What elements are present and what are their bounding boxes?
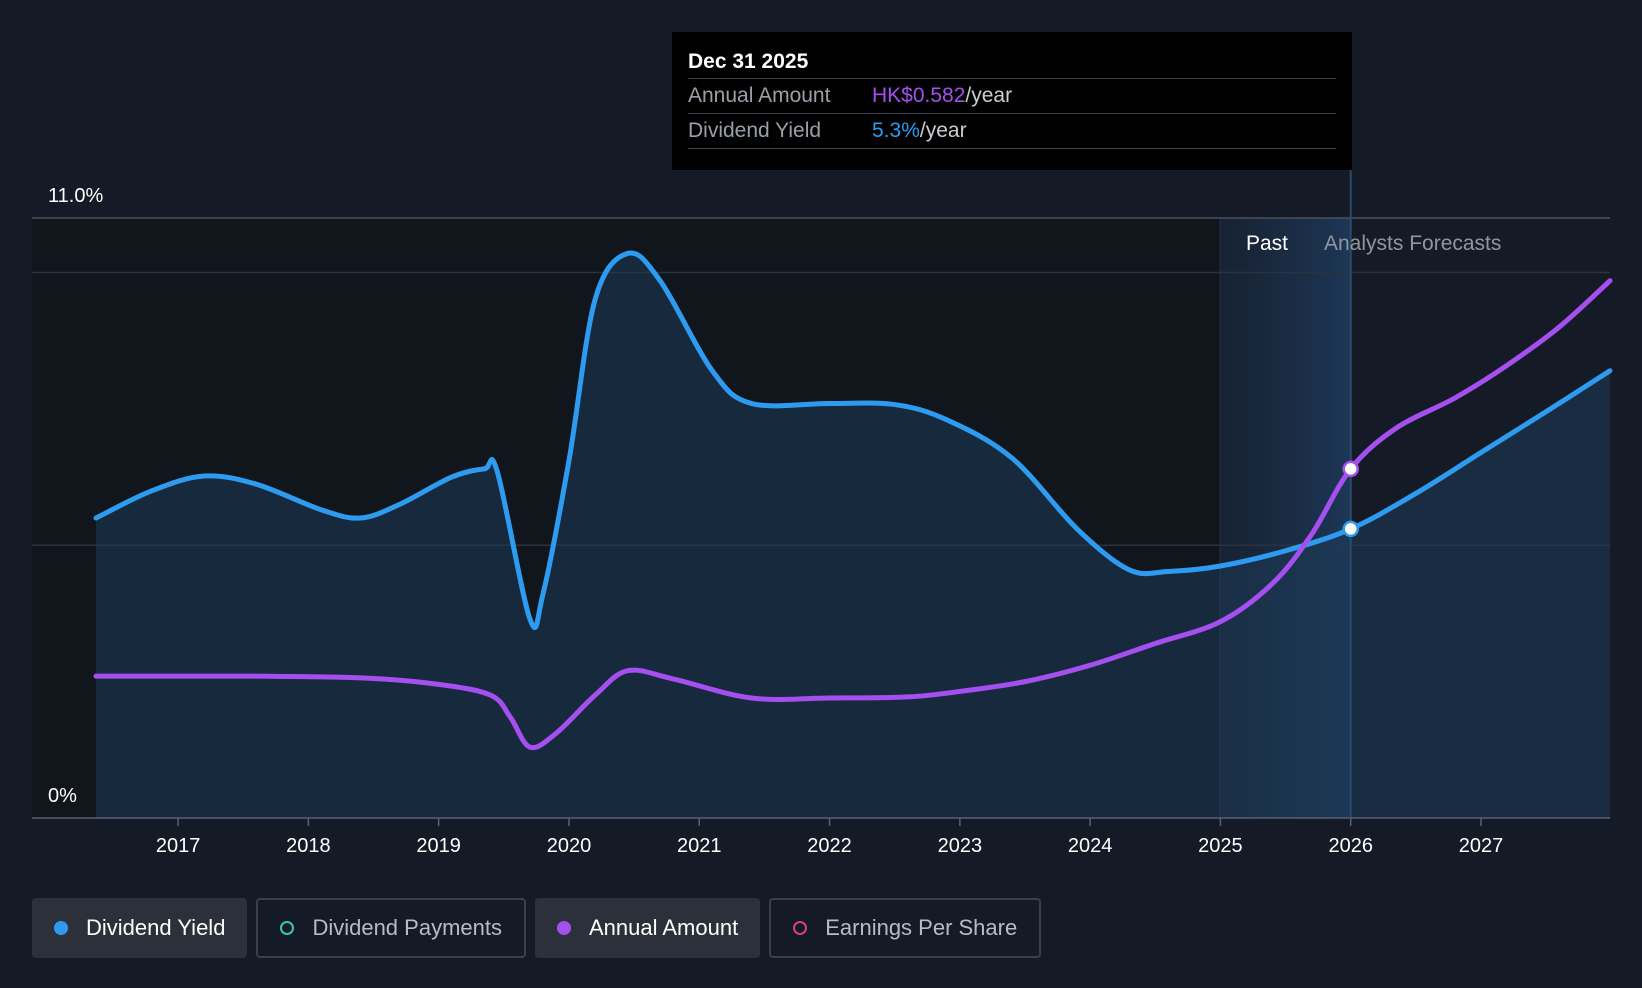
legend-dividend-yield-button[interactable]: Dividend Yield — [32, 898, 248, 958]
legend-label: Earnings Per Share — [825, 915, 1018, 940]
y-axis-bottom-label: 0% — [48, 785, 77, 807]
x-tick-label-2020: 2020 — [547, 835, 592, 857]
tooltip-value: 5.3% — [872, 119, 920, 142]
tooltip-label: Annual Amount — [688, 84, 831, 107]
y-axis-top-label: 11.0% — [48, 185, 103, 207]
dividend-payments-ring-icon — [280, 921, 295, 935]
annual-amount-marker — [1342, 460, 1359, 478]
x-tick-label-2021: 2021 — [677, 835, 722, 857]
annual-amount-dot-icon — [556, 921, 571, 935]
x-tick-label-2027: 2027 — [1459, 835, 1504, 857]
x-tick-label-2017: 2017 — [156, 835, 201, 857]
x-tick-label-2024: 2024 — [1068, 835, 1113, 857]
dividend-yield-marker — [1342, 520, 1359, 538]
tooltip-row-annual-amount: Annual Amount HK$0.582 /year — [688, 79, 1336, 114]
tooltip-label: Dividend Yield — [688, 119, 822, 142]
x-tick-label-2022: 2022 — [807, 835, 852, 857]
annual-amount-line — [93, 278, 1613, 751]
dividend-yield-line — [93, 250, 1613, 630]
legend-annual-amount-button[interactable]: Annual Amount — [534, 898, 761, 958]
legend-dividend-payments-button[interactable]: Dividend Payments — [256, 898, 526, 958]
x-tick-label-2018: 2018 — [286, 835, 331, 857]
legend-label: Annual Amount — [588, 915, 739, 940]
chart-legend: Dividend Yield Dividend Payments Annual … — [32, 898, 1042, 958]
x-tick-label-2019: 2019 — [416, 835, 461, 857]
x-tick-label-2023: 2023 — [938, 835, 983, 857]
tooltip-row-dividend-yield: Dividend Yield 5.3% /year — [688, 114, 1336, 149]
tooltip-unit: /year — [919, 119, 967, 142]
tooltip-date: Dec 31 2025 — [688, 46, 1336, 79]
past-label: Past — [1246, 232, 1288, 255]
dividend-yield-area — [96, 252, 1610, 818]
legend-label: Dividend Yield — [86, 915, 226, 940]
legend-earnings-per-share-button[interactable]: Earnings Per Share — [769, 898, 1042, 958]
chart-tooltip: Dec 31 2025 Annual Amount HK$0.582 /year… — [672, 32, 1352, 170]
tooltip-value: HK$0.582 — [872, 84, 966, 107]
x-tick-label-2025: 2025 — [1198, 835, 1243, 857]
earnings-per-share-ring-icon — [793, 921, 808, 935]
forecast-label: Analysts Forecasts — [1324, 232, 1501, 255]
dividend-yield-dot-icon — [54, 921, 68, 935]
legend-label: Dividend Payments — [312, 915, 502, 940]
tooltip-unit: /year — [965, 84, 1013, 107]
x-tick-label-2026: 2026 — [1328, 835, 1373, 857]
